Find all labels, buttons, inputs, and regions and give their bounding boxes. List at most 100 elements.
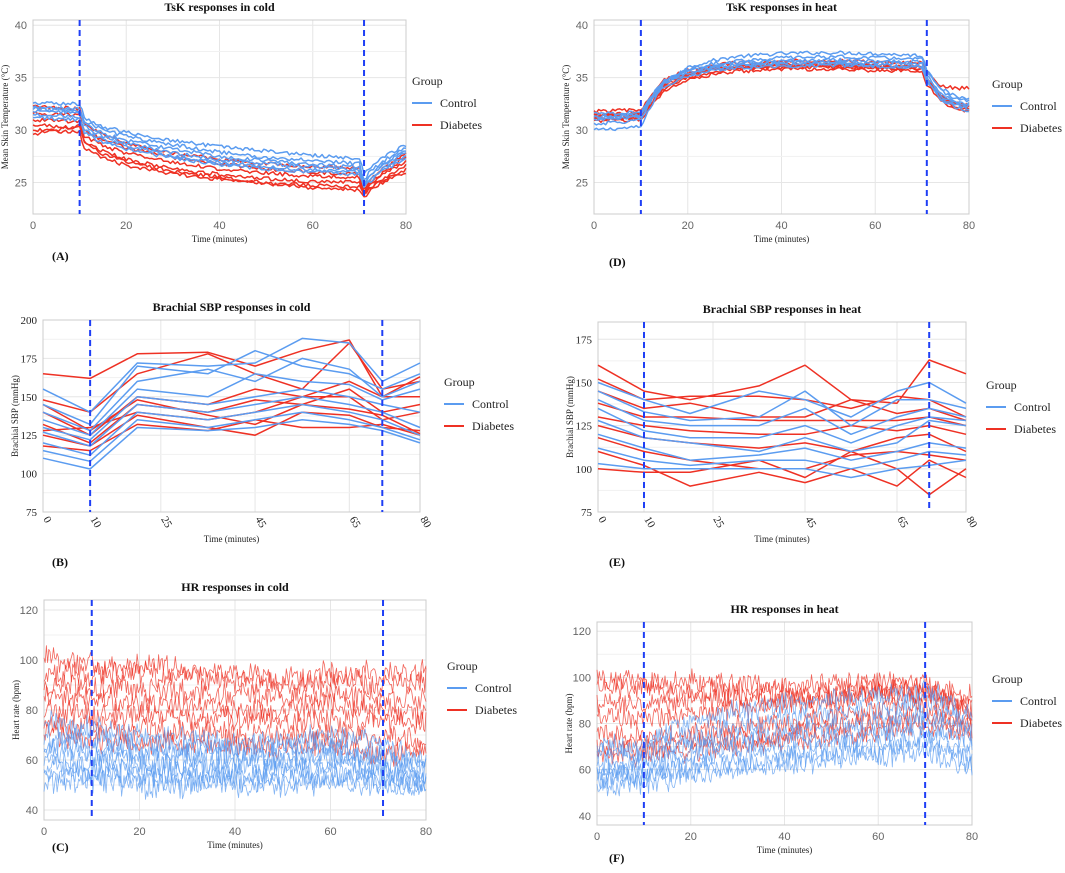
chart-title: Brachial SBP responses in heat [703, 302, 861, 316]
series-line-control [32, 115, 407, 189]
y-tick-label: 25 [576, 178, 588, 190]
series-group-A [32, 101, 407, 198]
y-tick-label: 100 [20, 655, 38, 667]
x-axis-label: Time (minutes) [757, 845, 812, 855]
y-tick-label: 60 [579, 765, 591, 777]
x-tick-label: 20 [120, 220, 132, 232]
y-axis-label: Brachial SBP (mmHg) [565, 376, 575, 458]
x-tick-label: 10 [88, 515, 104, 531]
series-line-diabetes [597, 450, 967, 496]
legend-label-diabetes: Diabetes [1020, 716, 1062, 730]
y-tick-label: 60 [26, 755, 38, 767]
y-tick-label: 100 [573, 672, 591, 684]
x-tick-label: 80 [417, 515, 433, 531]
series-line-control [597, 447, 967, 470]
series-line-control [42, 396, 421, 447]
legend: Group Control Diabetes [992, 672, 1062, 730]
y-tick-label: 80 [579, 719, 591, 731]
series-line-control [596, 730, 973, 793]
x-tick-label: 80 [963, 515, 979, 531]
series-line-diabetes [43, 645, 427, 692]
y-tick-label: 40 [15, 20, 27, 32]
x-tick-label: 65 [347, 515, 363, 531]
series-line-control [43, 767, 427, 800]
legend-title: Group [992, 77, 1023, 91]
legend: Group Control Diabetes [444, 375, 514, 433]
legend-title: Group [447, 659, 478, 673]
legend-label-control: Control [1020, 694, 1057, 708]
x-tick-label: 25 [158, 515, 174, 531]
chart-A: 0 20 40 60 80 25 30 35 40 TsK responses in cold Ti… [0, 0, 482, 263]
grid-A [32, 20, 407, 214]
chart-F: 0 20 40 60 80 40 60 80 100 120 HR responses in hea… [564, 602, 1062, 865]
y-tick-label: 75 [26, 507, 38, 519]
series-line-control [42, 411, 421, 463]
series-line-diabetes [596, 668, 973, 706]
series-line-diabetes [43, 699, 427, 736]
series-line-diabetes [593, 66, 970, 124]
series-line-control [593, 62, 969, 120]
chart-title: HR responses in cold [181, 580, 289, 594]
x-tick-label: 20 [685, 831, 697, 843]
legend-label-diabetes: Diabetes [475, 703, 517, 717]
legend-label-control: Control [472, 397, 509, 411]
legend-label-control: Control [440, 96, 477, 110]
y-tick-label: 120 [20, 605, 38, 617]
chart-title: HR responses in heat [730, 602, 838, 616]
series-line-diabetes [42, 388, 421, 444]
series-line-control [597, 381, 967, 418]
legend-title: Group [412, 74, 443, 88]
y-tick-label: 125 [21, 430, 38, 442]
y-tick-label: 30 [576, 125, 588, 137]
chart-title: TsK responses in cold [164, 0, 275, 14]
x-tick-label: 80 [963, 220, 975, 232]
grid-F [596, 622, 973, 825]
series-line-diabetes [597, 390, 967, 422]
series-line-control [32, 101, 407, 175]
legend: Group Control Diabetes [992, 77, 1062, 135]
x-tick-label: 80 [966, 831, 978, 843]
x-tick-label: 40 [775, 220, 787, 232]
series-line-control [42, 357, 421, 432]
legend-label-diabetes: Diabetes [472, 419, 514, 433]
chart-E: 0 10 25 45 65 80 75 100 125 150 175 Brachial SBP re… [565, 302, 1056, 569]
x-tick-label: 45 [252, 515, 268, 531]
y-tick-label: 35 [15, 73, 27, 85]
legend-label-diabetes: Diabetes [440, 118, 482, 132]
legend-label-diabetes: Diabetes [1014, 422, 1056, 436]
x-axis-label: Time (minutes) [192, 234, 247, 244]
x-tick-label: 20 [133, 826, 145, 838]
series-line-control [596, 679, 973, 757]
series-group-C [43, 645, 427, 800]
y-tick-label: 200 [21, 315, 38, 327]
chart-C: 0 20 40 60 80 40 60 80 100 120 HR responses in col… [11, 580, 517, 854]
x-axis-label: Time (minutes) [754, 234, 809, 244]
series-line-control [597, 433, 967, 461]
series-line-control [42, 349, 421, 426]
y-tick-label: 150 [576, 377, 593, 389]
y-tick-label: 40 [576, 20, 588, 32]
series-line-control [593, 61, 970, 116]
x-tick-label: 0 [595, 515, 608, 526]
series-line-control [596, 692, 973, 764]
series-line-control [32, 109, 407, 187]
series-group-B [42, 337, 421, 470]
panel-label: (C) [52, 840, 69, 854]
chart-title: Brachial SBP responses in cold [153, 300, 311, 314]
series-line-control [596, 722, 973, 785]
plot-frame [42, 319, 421, 513]
x-tick-label: 0 [591, 220, 597, 232]
series-line-control [596, 704, 973, 776]
y-axis-label: Mean Skin Temperature (°C) [561, 65, 571, 170]
legend-title: Group [986, 378, 1017, 392]
x-tick-label: 80 [420, 826, 432, 838]
plot-frame [596, 621, 973, 826]
chart-B: 0 10 25 45 65 80 75 100 125 150 175 200 Brachial SBP… [10, 300, 514, 569]
y-tick-label: 100 [576, 464, 593, 476]
x-tick-label: 0 [594, 831, 600, 843]
series-line-diabetes [42, 411, 421, 447]
panel-label: (E) [609, 555, 625, 569]
series-line-control [597, 390, 967, 427]
series-line-control [32, 112, 407, 188]
grid-D [593, 20, 970, 214]
